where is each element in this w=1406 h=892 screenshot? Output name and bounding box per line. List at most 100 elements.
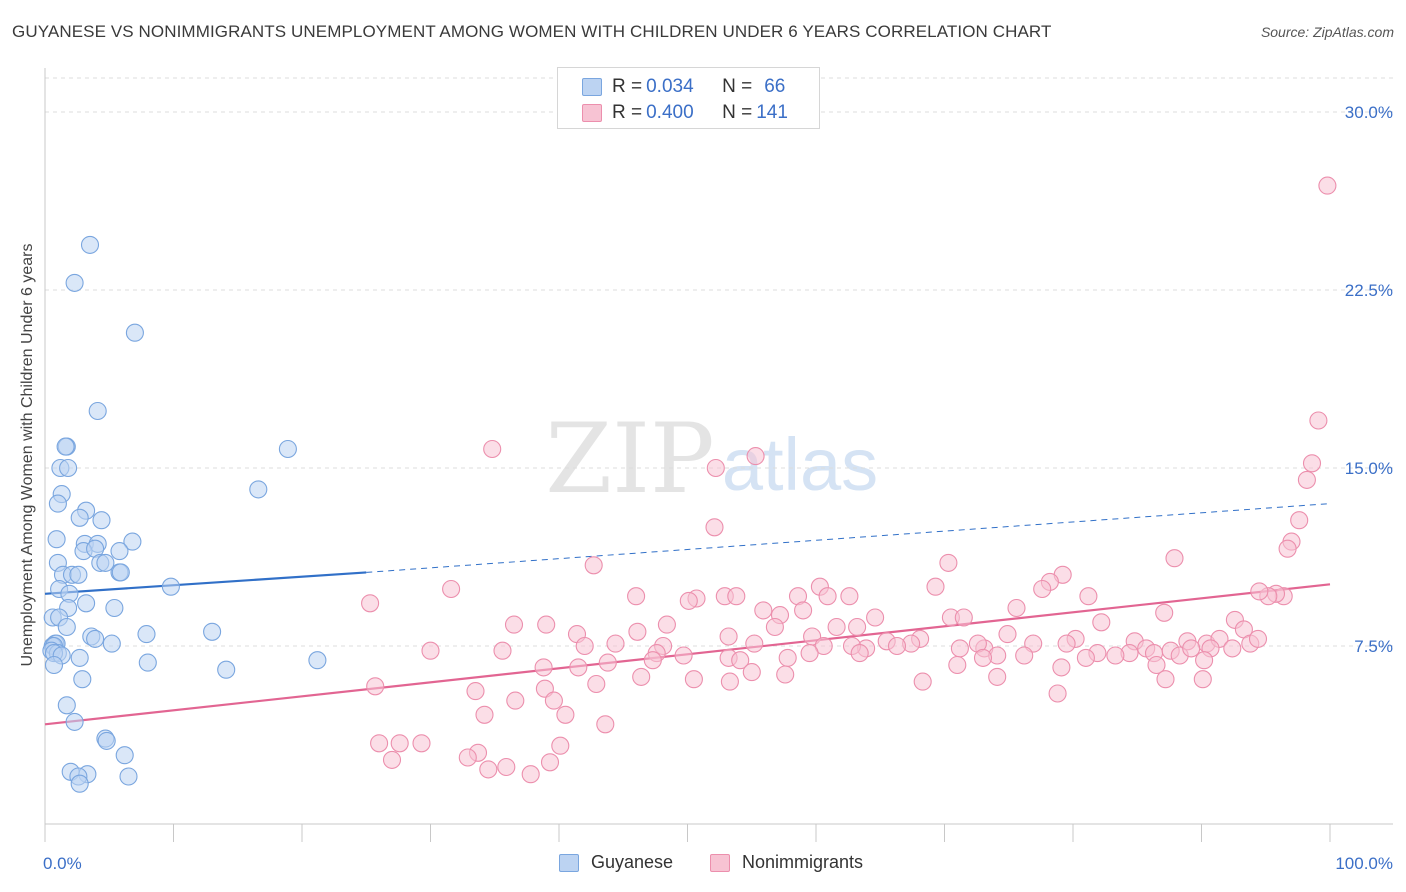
point-nonimmigrants bbox=[1309, 411, 1328, 430]
point-nonimmigrants bbox=[1318, 176, 1337, 195]
point-nonimmigrants bbox=[754, 601, 773, 620]
legend-n-label: N = bbox=[722, 102, 753, 123]
point-nonimmigrants bbox=[674, 646, 693, 665]
point-guyanese bbox=[161, 577, 180, 596]
point-nonimmigrants bbox=[746, 447, 765, 466]
point-guyanese bbox=[92, 511, 111, 530]
tick-labels: 7.5% 15.0% 22.5% 30.0% 0.0% 100.0% bbox=[43, 103, 1393, 873]
point-nonimmigrants bbox=[1048, 684, 1067, 703]
point-guyanese bbox=[105, 598, 124, 618]
axes bbox=[44, 68, 1393, 842]
point-guyanese bbox=[47, 530, 66, 549]
point-guyanese bbox=[110, 542, 129, 561]
point-nonimmigrants bbox=[954, 608, 973, 627]
legend-row-nonimmigrants: R = 0.400 N = 141 bbox=[582, 101, 788, 125]
trend-lines bbox=[44, 503, 1331, 726]
y-tick-label: 22.5% bbox=[1345, 281, 1393, 300]
point-nonimmigrants bbox=[850, 644, 869, 663]
point-guyanese bbox=[59, 458, 78, 478]
legend-label-nonimmigrants: Nonimmigrants bbox=[742, 852, 864, 872]
point-guyanese bbox=[69, 565, 88, 584]
point-nonimmigrants bbox=[556, 705, 575, 724]
point-guyanese bbox=[70, 508, 89, 527]
y-tick-label: 7.5% bbox=[1354, 637, 1393, 656]
point-nonimmigrants bbox=[939, 553, 958, 572]
point-nonimmigrants bbox=[794, 601, 813, 620]
point-nonimmigrants bbox=[1193, 670, 1212, 689]
point-nonimmigrants bbox=[926, 577, 945, 596]
point-nonimmigrants bbox=[1182, 639, 1201, 658]
point-nonimmigrants bbox=[1165, 549, 1184, 568]
point-nonimmigrants bbox=[598, 653, 617, 672]
point-nonimmigrants bbox=[643, 651, 662, 670]
chart-title: GUYANESE VS NONIMMIGRANTS UNEMPLOYMENT A… bbox=[12, 22, 1052, 41]
point-nonimmigrants bbox=[1033, 579, 1052, 599]
point-nonimmigrants bbox=[1147, 655, 1166, 675]
point-nonimmigrants bbox=[720, 672, 739, 691]
point-nonimmigrants bbox=[848, 617, 867, 637]
point-guyanese bbox=[65, 712, 84, 731]
point-nonimmigrants bbox=[596, 715, 615, 734]
point-nonimmigrants bbox=[705, 518, 724, 537]
point-nonimmigrants bbox=[998, 625, 1017, 644]
point-nonimmigrants bbox=[506, 691, 525, 710]
point-nonimmigrants bbox=[778, 648, 797, 667]
point-guyanese bbox=[217, 660, 236, 679]
point-nonimmigrants bbox=[606, 634, 625, 653]
legend-swatch-nonimmigrants bbox=[710, 853, 730, 872]
point-nonimmigrants bbox=[948, 655, 967, 675]
point-nonimmigrants bbox=[1052, 658, 1071, 677]
point-nonimmigrants bbox=[412, 734, 431, 753]
x-tick-label: 100.0% bbox=[1335, 854, 1393, 873]
point-nonimmigrants bbox=[483, 439, 502, 459]
point-nonimmigrants bbox=[466, 682, 485, 701]
point-nonimmigrants bbox=[521, 765, 540, 784]
legend-item-guyanese: Guyanese bbox=[559, 852, 673, 873]
point-nonimmigrants bbox=[840, 587, 859, 606]
point-nonimmigrants bbox=[1156, 670, 1175, 689]
point-guyanese bbox=[203, 622, 222, 641]
legend-r-value: 0.400 bbox=[646, 102, 694, 123]
point-guyanese bbox=[57, 696, 76, 715]
data-points bbox=[42, 176, 1337, 793]
point-nonimmigrants bbox=[1195, 651, 1214, 670]
point-nonimmigrants bbox=[1155, 603, 1174, 622]
point-nonimmigrants bbox=[584, 556, 603, 575]
trendline-guyanese bbox=[44, 571, 367, 595]
point-guyanese bbox=[123, 532, 142, 551]
source-label: Source: ZipAtlas.com bbox=[1260, 24, 1394, 40]
point-nonimmigrants bbox=[657, 615, 676, 634]
point-nonimmigrants bbox=[1092, 613, 1111, 632]
point-nonimmigrants bbox=[973, 648, 993, 667]
point-nonimmigrants bbox=[765, 617, 784, 637]
trendline-guyanese-extension bbox=[366, 503, 1331, 573]
point-nonimmigrants bbox=[551, 736, 570, 755]
point-guyanese bbox=[249, 480, 268, 499]
legend-n-value: 66 bbox=[764, 76, 786, 97]
point-nonimmigrants bbox=[818, 587, 837, 606]
point-guyanese bbox=[97, 731, 116, 750]
point-guyanese bbox=[70, 774, 89, 793]
legend-series: Guyanese Nonimmigrants bbox=[0, 852, 1406, 878]
point-nonimmigrants bbox=[866, 608, 885, 627]
point-nonimmigrants bbox=[493, 641, 512, 660]
point-guyanese bbox=[56, 437, 75, 456]
point-nonimmigrants bbox=[628, 622, 647, 641]
grid bbox=[45, 77, 1395, 647]
point-nonimmigrants bbox=[361, 594, 380, 613]
point-nonimmigrants bbox=[569, 658, 588, 677]
point-nonimmigrants bbox=[1302, 454, 1322, 473]
point-nonimmigrants bbox=[632, 667, 651, 686]
point-nonimmigrants bbox=[731, 651, 750, 670]
point-nonimmigrants bbox=[627, 587, 646, 606]
point-guyanese bbox=[48, 494, 67, 513]
point-nonimmigrants bbox=[727, 587, 746, 606]
legend-row-guyanese: R = 0.034 N = 66 bbox=[582, 75, 785, 99]
point-nonimmigrants bbox=[1007, 598, 1026, 618]
point-guyanese bbox=[77, 594, 96, 613]
point-nonimmigrants bbox=[1079, 587, 1098, 606]
point-guyanese bbox=[44, 655, 64, 675]
watermark-zip: ZIP bbox=[545, 403, 714, 515]
point-nonimmigrants bbox=[684, 670, 703, 689]
